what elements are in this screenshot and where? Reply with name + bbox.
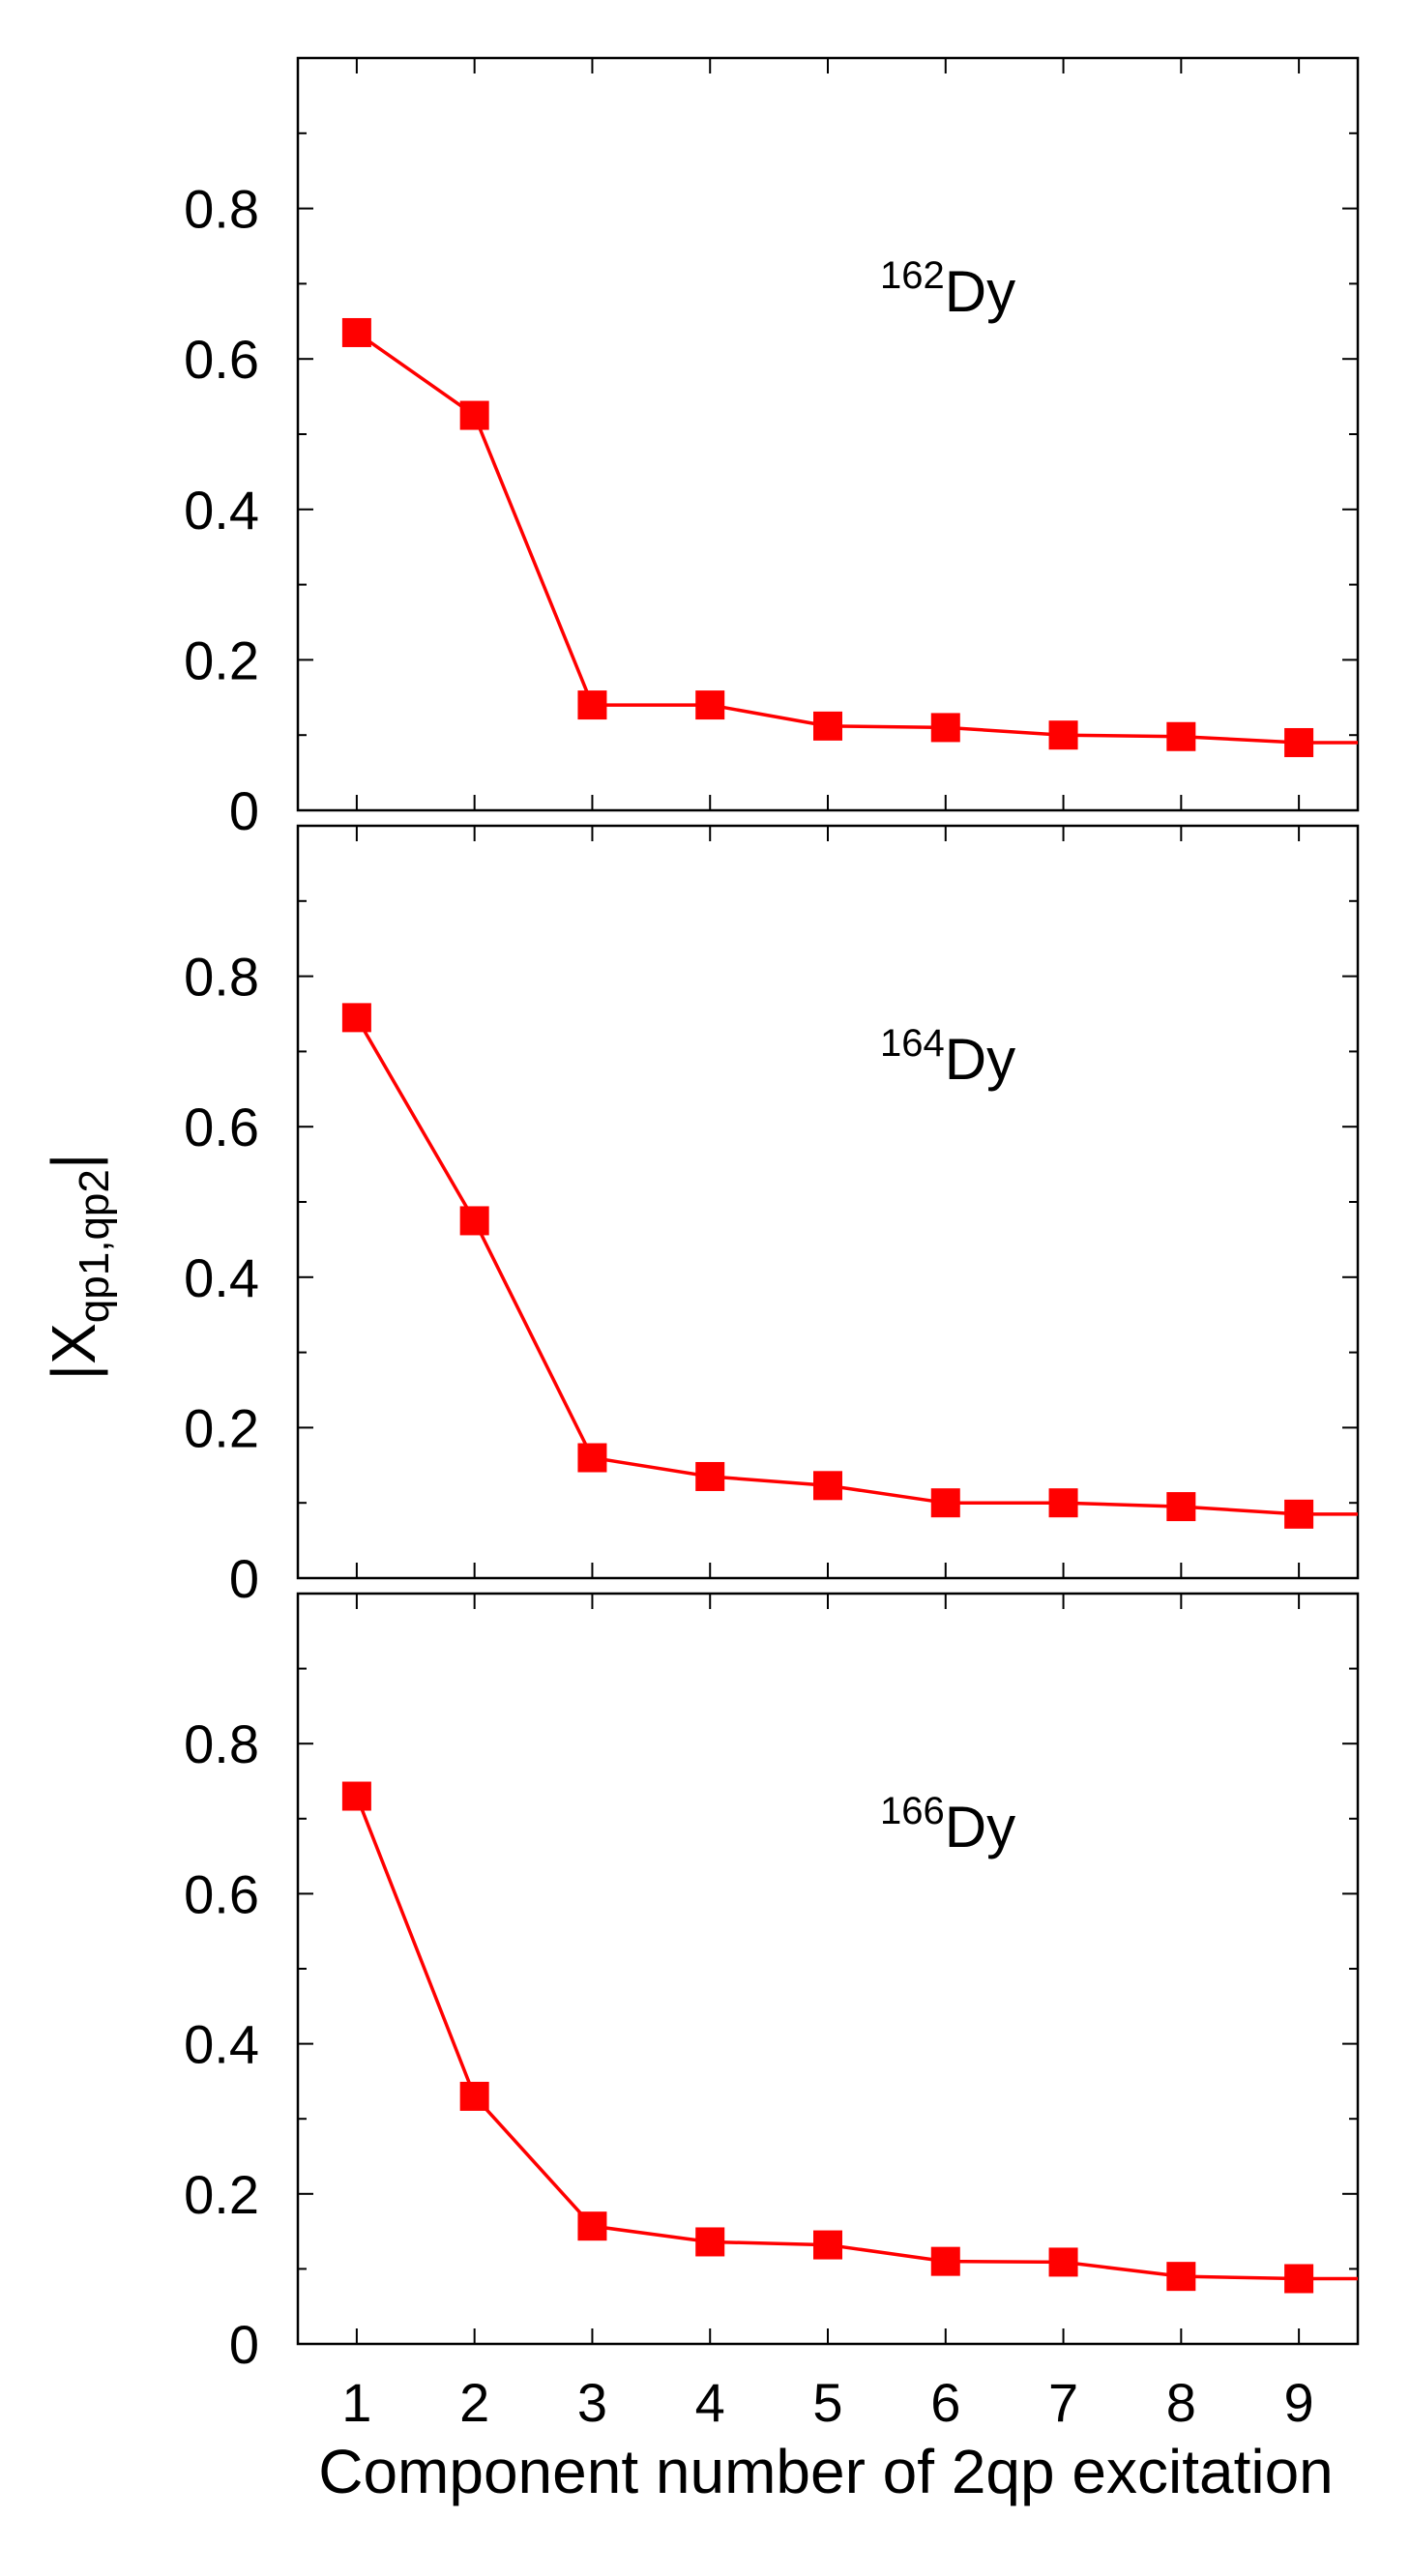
x-tick-label: 1 [341, 2372, 371, 2433]
panel-1: 0 0.2 0.4 0.6 0.8 162Dy [184, 56, 1360, 841]
y-tick-label: 0.6 [184, 329, 259, 390]
y-tick-label: 0.4 [184, 1247, 259, 1308]
data-point [813, 711, 842, 741]
nucleus-mass-number: 164 [880, 1022, 945, 1065]
data-point [459, 2081, 489, 2111]
y-axis-label-suffix: | [39, 1154, 108, 1170]
data-point [577, 690, 607, 720]
data-point [341, 1781, 371, 1811]
x-tick-label: 9 [1284, 2372, 1314, 2433]
y-tick-label: 0.2 [184, 629, 259, 690]
y-tick-label: 0.8 [184, 947, 259, 1008]
data-point [1284, 727, 1314, 757]
y-tick-label: 0 [229, 2314, 259, 2375]
nucleus-element-symbol: Dy [945, 1027, 1015, 1092]
data-point [930, 713, 960, 743]
panel-2: 0 0.2 0.4 0.6 0.8 164Dy [184, 824, 1360, 1609]
nucleus-label: 166Dy [880, 1790, 1015, 1859]
nucleus-element-symbol: Dy [945, 259, 1015, 324]
data-point [813, 1471, 842, 1501]
panels: 00.20.40.60.8162Dy00.20.40.60.8164Dy00.2… [184, 56, 1360, 2433]
data-point [341, 317, 371, 347]
series-line [355, 331, 1358, 745]
x-tick-label: 3 [577, 2372, 607, 2433]
nucleus-mass-number: 162 [880, 254, 945, 297]
data-point [1284, 2264, 1314, 2294]
y-axis-label: |Xqp1,qp2| [39, 1154, 118, 1381]
x-tick-label: 7 [1048, 2372, 1078, 2433]
y-tick-label: 0.8 [184, 1713, 259, 1774]
x-tick-label: 6 [930, 2372, 960, 2433]
data-point [695, 690, 725, 720]
plot-frame [296, 824, 1360, 1580]
y-tick-label: 0.6 [184, 1863, 259, 1924]
x-tick-label: 5 [812, 2372, 842, 2433]
data-point [577, 2211, 607, 2241]
data-point [459, 1206, 489, 1236]
nucleus-label: 162Dy [880, 254, 1015, 324]
y-tick-label: 0.4 [184, 480, 259, 541]
data-point [577, 1443, 607, 1473]
nucleus-element-symbol: Dy [945, 1795, 1015, 1859]
y-tick-label: 0.4 [184, 2014, 259, 2075]
x-tick-label: 4 [695, 2372, 725, 2433]
y-axis-label-prefix: |X [39, 1323, 108, 1380]
series-line [355, 1016, 1358, 1516]
y-axis-label-subscript: qp1,qp2 [71, 1169, 118, 1323]
y-tick-label: 0 [229, 1548, 259, 1609]
data-point [1048, 720, 1078, 750]
y-tick-label: 0 [229, 780, 259, 841]
data-point [1166, 2262, 1196, 2292]
data-point [930, 2246, 960, 2276]
data-point [695, 2227, 725, 2257]
data-point [695, 1461, 725, 1491]
data-point [1284, 1499, 1314, 1529]
data-point [813, 2230, 842, 2260]
data-point [341, 1003, 371, 1033]
nucleus-label: 164Dy [880, 1022, 1015, 1092]
plot-frame [296, 56, 1360, 812]
data-point [1048, 2247, 1078, 2277]
x-tick-label: 8 [1166, 2372, 1196, 2433]
data-point [930, 1488, 960, 1518]
data-point [1166, 1492, 1196, 1522]
x-tick-label: 2 [459, 2372, 489, 2433]
y-tick-label: 0.2 [184, 2164, 259, 2225]
data-point [1048, 1488, 1078, 1518]
panel-3: 0 0.2 0.4 0.6 0.8 1 2 3 4 5 6 7 8 9 166Dy [184, 1592, 1360, 2433]
data-point [459, 400, 489, 430]
nucleus-mass-number: 166 [880, 1790, 945, 1832]
data-point [1166, 721, 1196, 751]
y-tick-label: 0.6 [184, 1097, 259, 1157]
y-tick-label: 0.2 [184, 1397, 259, 1458]
x-axis-label: Component number of 2qp excitation [318, 2437, 1334, 2506]
series-line [355, 1795, 1358, 2281]
y-tick-label: 0.8 [184, 179, 259, 240]
